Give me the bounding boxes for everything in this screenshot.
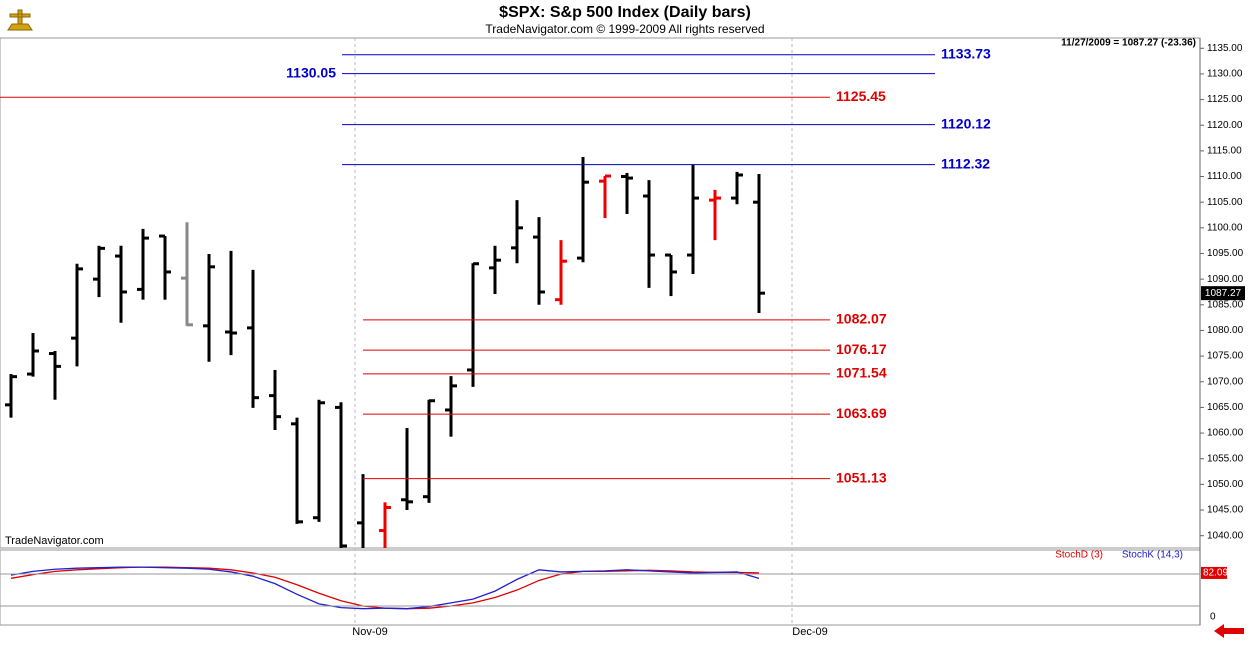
price-header: 11/27/2009 = 1087.27 (-23.36) [1061, 38, 1196, 49]
y-tick-label: 1110.00 [1207, 171, 1242, 182]
y-tick-label: 1080.00 [1207, 325, 1244, 336]
y-tick-label: 1115.00 [1207, 146, 1242, 157]
level-label: 1120.12 [941, 115, 991, 131]
y-tick-label: 1065.00 [1207, 402, 1244, 413]
level-label: 1133.73 [941, 45, 991, 61]
level-label: 1112.32 [941, 155, 990, 171]
plot-frame [0, 37, 1201, 549]
last-price-label: 1087.27 [1205, 288, 1242, 299]
y-tick-label: 1050.00 [1207, 479, 1244, 490]
level-label: 1076.17 [836, 341, 887, 357]
stoch-frame [0, 549, 1201, 626]
level-label: 1082.07 [836, 311, 887, 327]
legend-entry: StochK (14,3) [1122, 550, 1183, 561]
y-tick-label: 1040.00 [1207, 530, 1244, 541]
x-label: Nov-09 [352, 626, 387, 638]
y-tick-label: 1095.00 [1207, 248, 1244, 259]
stoch-value-box [1201, 566, 1227, 579]
stoch-line [10, 566, 760, 610]
y-tick-label: 1120.00 [1207, 120, 1243, 131]
stoch-tick-label: 0 [1210, 611, 1216, 622]
y-tick-label: 1045.00 [1207, 505, 1244, 516]
y-tick-label: 1105.00 [1207, 197, 1243, 208]
logo [7, 9, 33, 31]
legend-entry: StochD (3) [1055, 550, 1103, 561]
chart-title: $SPX: S&p 500 Index (Daily bars) [499, 4, 751, 21]
y-tick-label: 1070.00 [1207, 376, 1244, 387]
y-tick-label: 1130.00 [1207, 69, 1243, 80]
x-label: Dec-09 [792, 626, 827, 638]
y-tick-label: 1090.00 [1207, 274, 1244, 285]
level-label: 1051.13 [836, 469, 887, 485]
stoch-value-label: 82.09 [1203, 568, 1228, 579]
y-tick-label: 1060.00 [1207, 428, 1244, 439]
level-label: 1125.45 [836, 88, 886, 104]
level-label: 1063.69 [836, 405, 887, 421]
level-label: 1071.54 [836, 365, 887, 381]
last-price-box [1201, 286, 1245, 301]
y-tick-label: 1055.00 [1207, 453, 1244, 464]
y-tick-label: 1085.00 [1207, 299, 1244, 310]
level-label: 1130.05 [286, 64, 336, 80]
watermark: TradeNavigator.com [5, 535, 104, 547]
y-tick-label: 1135.00 [1207, 43, 1243, 54]
y-tick-label: 1100.00 [1207, 222, 1243, 233]
y-tick-label: 1125.00 [1207, 94, 1243, 105]
y-tick-label: 1075.00 [1207, 351, 1244, 362]
scroll-arrow[interactable] [1214, 624, 1244, 638]
chart-subtitle: TradeNavigator.com © 1999-2009 All right… [485, 22, 764, 36]
